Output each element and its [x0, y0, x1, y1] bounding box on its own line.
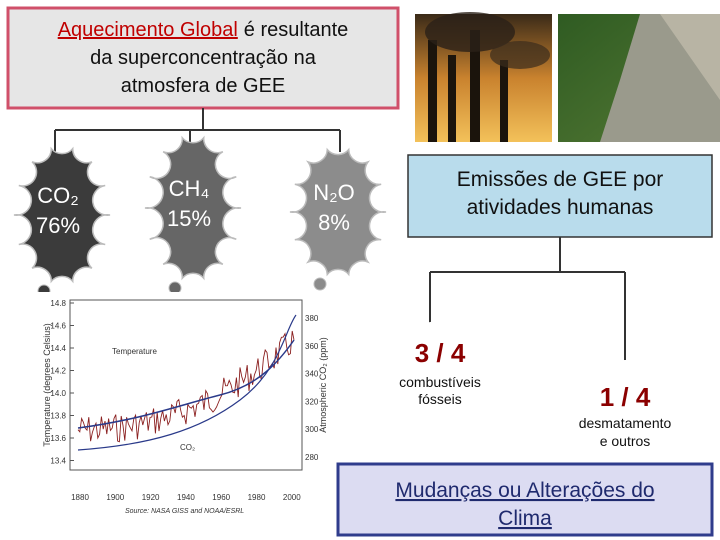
gas-formula: CO₂: [37, 183, 79, 208]
source-blob: [378, 320, 522, 420]
gas-share: 15%: [167, 206, 211, 231]
x-tick-label: 1940: [177, 493, 195, 502]
y-tick-label: 14.0: [50, 389, 66, 398]
cloud: [289, 147, 387, 277]
series-label: Temperature: [112, 347, 157, 356]
x-tick-label: 1980: [248, 493, 266, 502]
y2-tick-label: 360: [305, 342, 319, 351]
source-blob: [553, 360, 697, 460]
x-tick-label: 1920: [142, 493, 160, 502]
y-tick-label: 14.2: [50, 367, 66, 376]
temperature-trend: [77, 339, 295, 429]
header-box: [6, 6, 400, 110]
header-text: atmosfera de GEE: [121, 75, 286, 97]
cloud-bubble: [313, 277, 327, 291]
factory-photo: [415, 12, 552, 142]
y2-axis-label: Atmospheric CO₂ (ppm): [318, 337, 328, 433]
gas-share: 76%: [36, 213, 80, 238]
source-text: e outros: [600, 433, 651, 449]
header-line: Aquecimento Global é resultante: [58, 19, 349, 41]
cloud: [144, 135, 242, 281]
series-label: CO₂: [180, 443, 195, 452]
x-tick-label: 1960: [212, 493, 230, 502]
source-text: fósseis: [418, 391, 462, 407]
y-axis-label: Temperature (degrees Celsius): [42, 323, 52, 447]
y2-tick-label: 280: [305, 453, 319, 462]
plot-frame: [69, 299, 303, 471]
source-text: desmatamento: [579, 415, 672, 431]
y-tick-label: 14.6: [50, 322, 66, 331]
source-text: combustíveis: [399, 374, 481, 390]
x-tick-label: 2000: [283, 493, 301, 502]
co2-curve: [77, 314, 297, 451]
conclusion-text: Clima: [498, 507, 552, 530]
temperature-co2-figure: 14.8 14.6 14.4 14.2 14.0 13.8 13.6 13.4 380 360 34…: [28, 292, 336, 520]
gas-formula: CH₄: [169, 176, 210, 201]
y-tick-label: 13.6: [50, 434, 66, 443]
emissions-box: [407, 154, 713, 238]
fraction: 1 / 4: [600, 382, 651, 412]
cloud: [13, 146, 111, 284]
temperature-curve: [77, 330, 295, 443]
header-highlight: Aquecimento Global: [58, 19, 238, 41]
x-tick-label: 1880: [71, 493, 89, 502]
y2-tick-label: 380: [305, 314, 319, 323]
conclusion-text: Mudanças ou Alterações do: [395, 479, 654, 502]
y2-tick-label: 320: [305, 397, 319, 406]
figure-source: Source: NASA GISS and NOAA/ESRL: [125, 508, 244, 515]
y2-tick-label: 340: [305, 370, 319, 379]
emissions-text: atividades humanas: [467, 196, 654, 219]
y2-tick-label: 300: [305, 425, 319, 434]
gas-share: 8%: [318, 210, 350, 235]
gas-formula: N₂O: [313, 180, 355, 205]
y-tick-label: 13.8: [50, 412, 66, 421]
y-tick-label: 14.8: [50, 299, 66, 308]
emissions-text: Emissões de GEE por: [457, 168, 664, 191]
x-tick-label: 1900: [106, 493, 124, 502]
conclusion-box: [336, 462, 714, 537]
y-tick-label: 14.4: [50, 344, 66, 353]
fraction: 3 / 4: [415, 338, 466, 368]
deforestation-photo: [558, 14, 720, 142]
connector: [54, 108, 626, 362]
header-text: da superconcentração na: [90, 47, 317, 69]
y-tick-label: 13.4: [50, 457, 66, 466]
header-text: é resultante: [244, 19, 349, 41]
